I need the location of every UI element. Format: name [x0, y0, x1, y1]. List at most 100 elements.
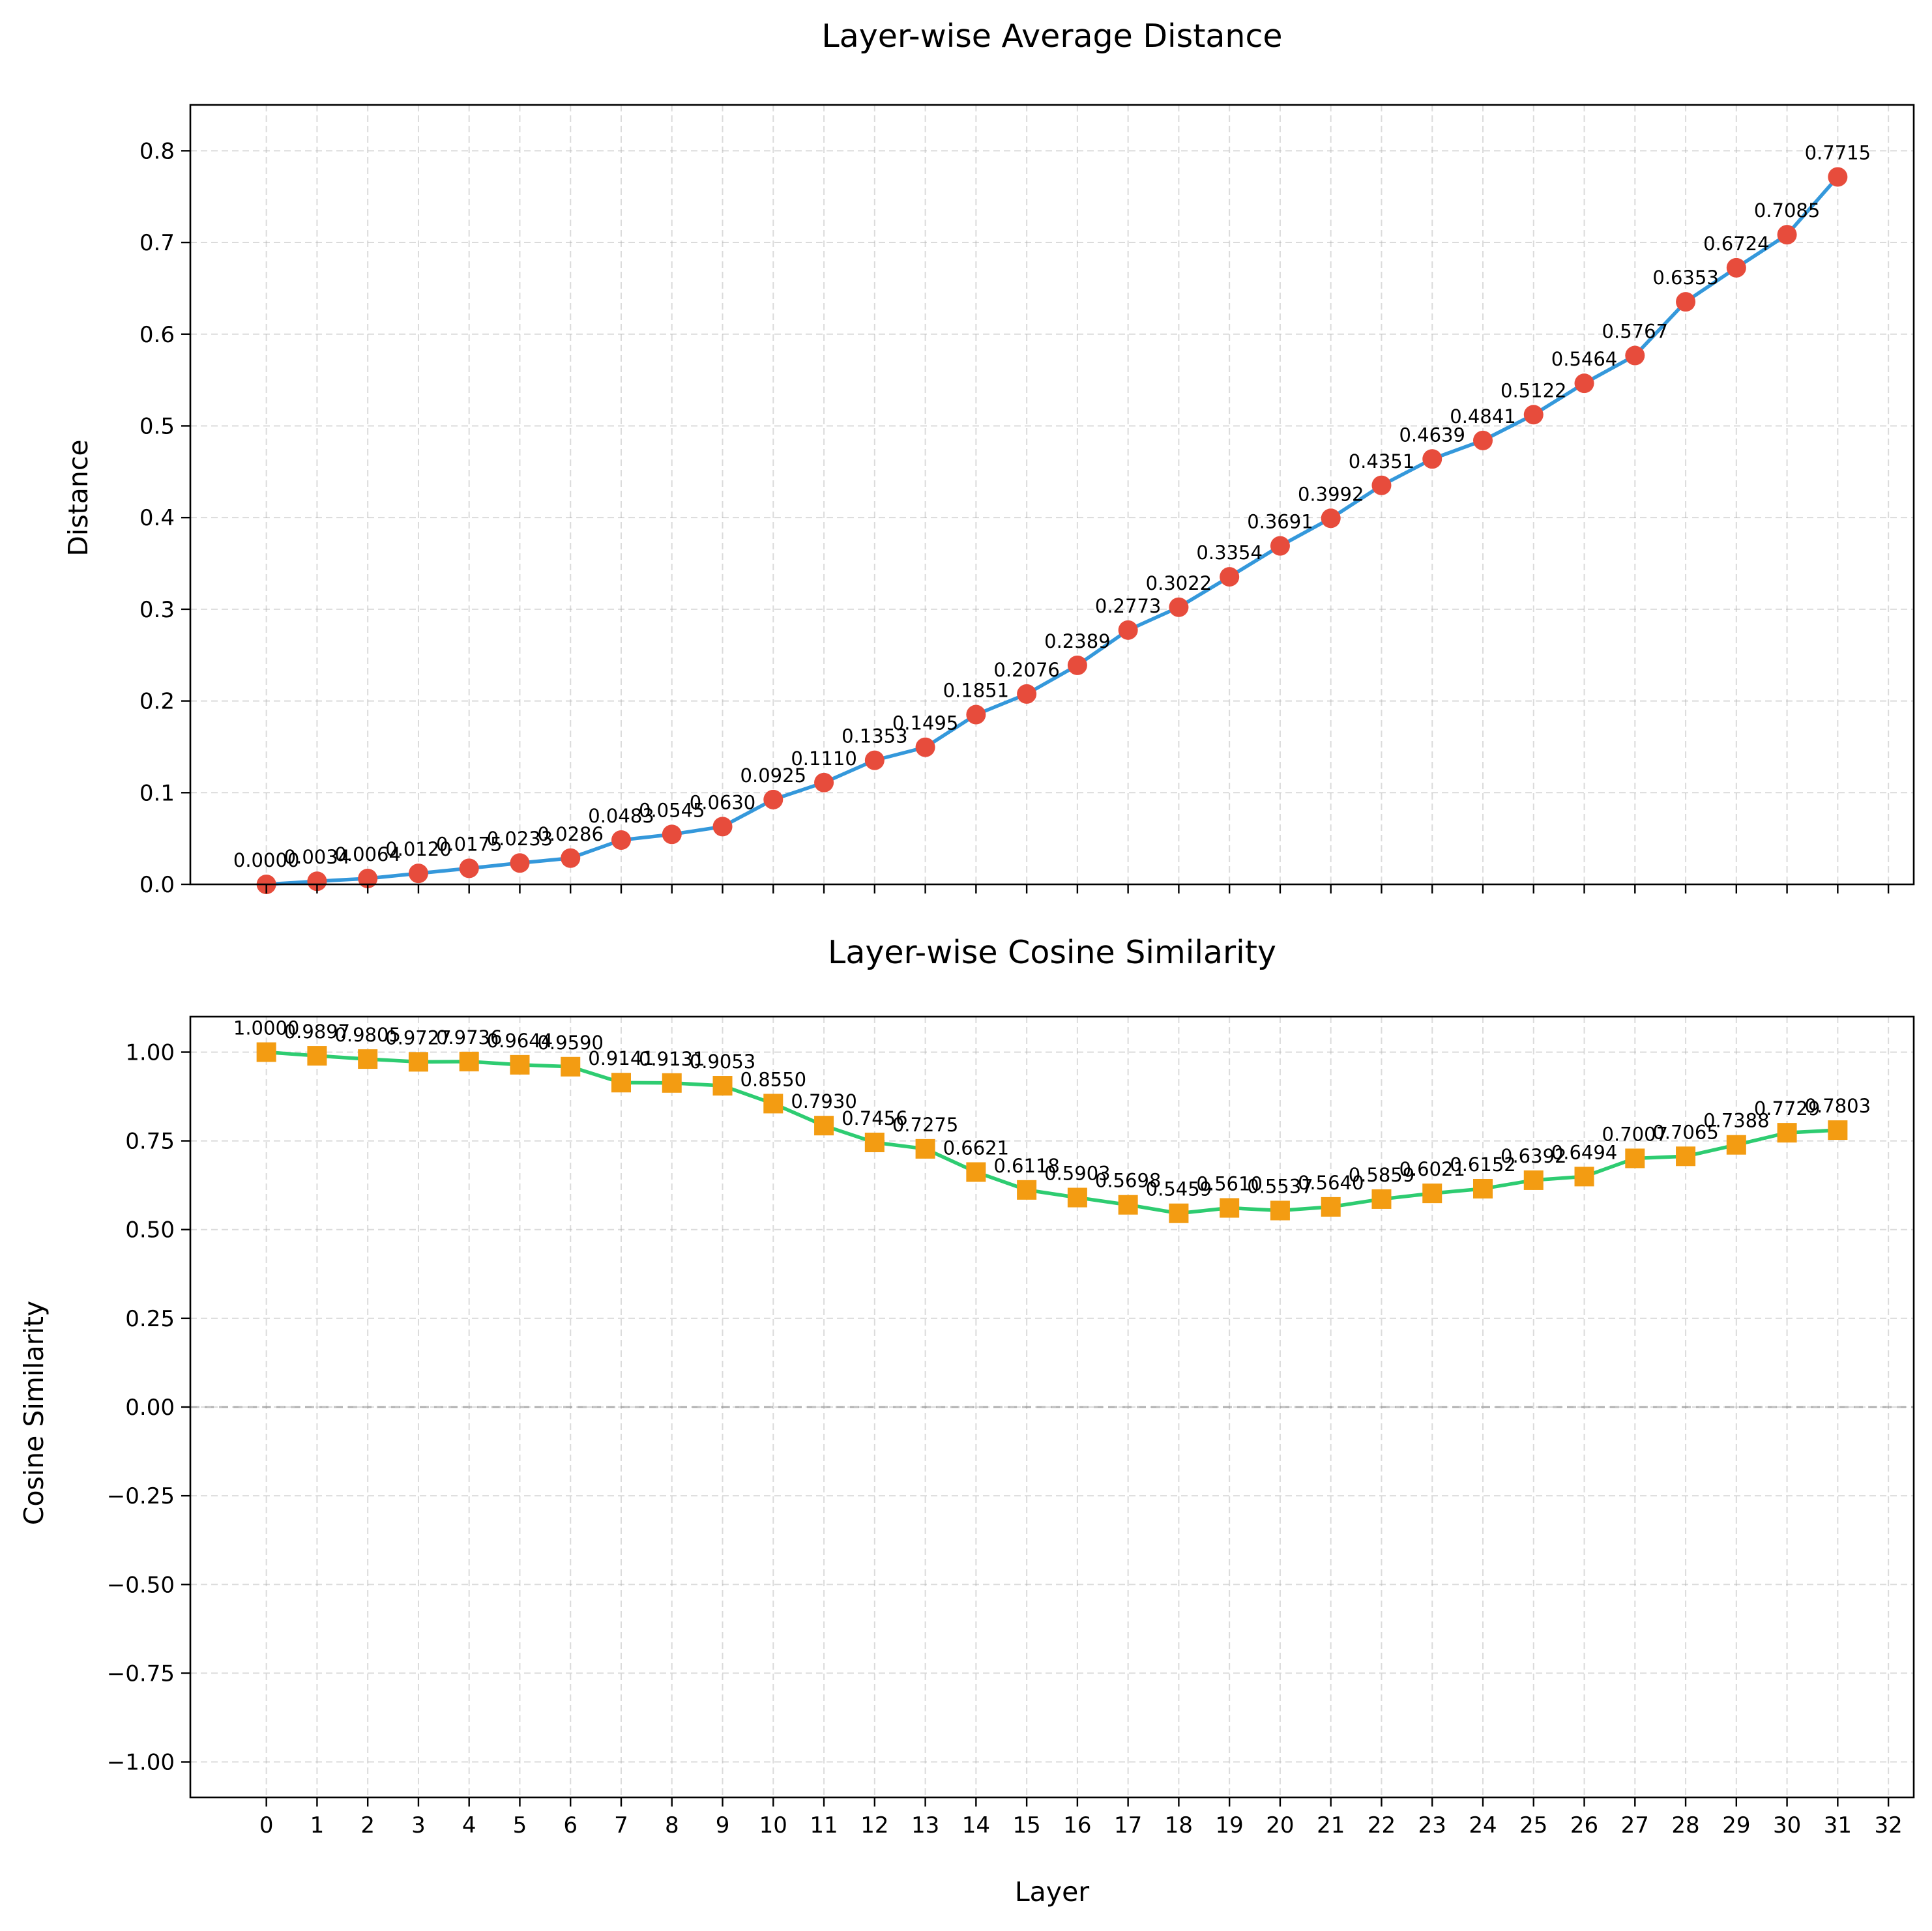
cosine-data-point: [763, 1094, 783, 1114]
cosine-y-axis-label: Cosine Similarity: [18, 1301, 50, 1526]
cosine-panel: Layer-wise Cosine Similarity 1.00000.989…: [18, 934, 1915, 1908]
distance-data-point: [1017, 684, 1037, 704]
x-tick-label: 1: [310, 1812, 325, 1838]
x-tick-label: 30: [1773, 1812, 1801, 1838]
cosine-data-label: 0.7275: [892, 1114, 958, 1136]
distance-series-line: [266, 175, 1839, 886]
cosine-data-point: [307, 1046, 327, 1066]
distance-data-label: 0.0000: [233, 849, 299, 871]
distance-data-point: [1220, 567, 1240, 587]
x-tick-label: 29: [1722, 1812, 1750, 1838]
distance-data-point: [1473, 430, 1493, 450]
distance-data-label: 0.0233: [487, 828, 553, 850]
cosine-data-point: [1371, 1189, 1392, 1209]
y-tick-label: 0.25: [125, 1306, 175, 1332]
distance-data-point: [561, 848, 581, 868]
distance-data-label: 0.5122: [1500, 379, 1566, 401]
cosine-data-point: [864, 1132, 885, 1152]
y-tick-label: 0.6: [139, 322, 175, 348]
distance-data-point: [510, 853, 530, 873]
distance-data-label: 0.0286: [537, 823, 603, 845]
distance-data-point: [966, 704, 986, 725]
y-tick-label: −1.00: [107, 1750, 175, 1776]
cosine-data-point: [408, 1052, 428, 1072]
cosine-data-point: [1321, 1197, 1341, 1217]
cosine-data-label: 0.9736: [436, 1026, 502, 1049]
distance-data-label: 0.1851: [943, 680, 1009, 702]
x-tick-label: 17: [1114, 1812, 1142, 1838]
x-tick-label: 31: [1824, 1812, 1852, 1838]
cosine-data-point: [915, 1139, 935, 1159]
x-tick-label: 20: [1266, 1812, 1294, 1838]
distance-data-label: 0.4639: [1399, 424, 1465, 446]
distance-data-point: [1625, 345, 1645, 366]
distance-data-label: 0.5464: [1551, 348, 1617, 370]
cosine-data-label: 0.9131: [639, 1048, 705, 1070]
x-tick-label: 15: [1012, 1812, 1040, 1838]
distance-data-point: [459, 858, 479, 878]
distance-data-point: [712, 817, 733, 837]
distance-data-label: 0.0034: [284, 846, 350, 868]
distance-data-point: [1523, 405, 1544, 425]
cosine-data-label: 0.6494: [1551, 1141, 1617, 1163]
x-tick-label: 32: [1874, 1812, 1902, 1838]
distance-axes: 0.0 0.1 0.2 0.3 0.4 0.5 0.6 0.7 0.8: [139, 104, 1915, 898]
cosine-data-label: 0.7007: [1602, 1123, 1668, 1145]
y-tick-label: 0.50: [125, 1217, 175, 1243]
x-tick-label: 21: [1317, 1812, 1345, 1838]
cosine-data-point: [1828, 1120, 1848, 1140]
distance-data-label: 0.1353: [842, 725, 907, 748]
cosine-data-point: [1017, 1180, 1037, 1200]
distance-data-label: 0.3354: [1196, 542, 1262, 564]
distance-plot-frame: [189, 104, 1915, 886]
distance-data-label: 0.1495: [892, 712, 958, 734]
distance-data-point: [1676, 292, 1696, 312]
distance-data-point: [1828, 167, 1848, 187]
distance-data-point: [864, 750, 885, 770]
cosine-data-point: [712, 1076, 733, 1096]
distance-chart-title: Layer-wise Average Distance: [821, 18, 1282, 55]
x-tick-label: 0: [259, 1812, 274, 1838]
y-tick-label: −0.25: [107, 1483, 175, 1509]
x-tick-label: 22: [1368, 1812, 1396, 1838]
distance-data-point: [358, 868, 378, 888]
distance-data-label: 0.0175: [436, 833, 502, 855]
cosine-data-label: 0.9805: [334, 1024, 400, 1046]
x-tick-label: 7: [614, 1812, 628, 1838]
cosine-data-point: [1676, 1146, 1696, 1167]
distance-data-label: 0.6724: [1703, 233, 1769, 255]
cosine-data-label: 0.9644: [487, 1030, 553, 1052]
distance-data-label: 0.3691: [1247, 511, 1313, 533]
cosine-data-point: [256, 1042, 276, 1062]
distance-data-label: 0.0545: [639, 799, 705, 821]
y-tick-label: 0.7: [139, 230, 175, 256]
cosine-data-label: 0.9141: [588, 1047, 654, 1069]
cosine-data-point: [1169, 1203, 1189, 1223]
cosine-data-label: 0.5459: [1146, 1178, 1212, 1200]
x-tick-label: 9: [716, 1812, 730, 1838]
x-tick-label: 11: [810, 1812, 838, 1838]
cosine-data-point: [1067, 1187, 1087, 1208]
distance-data-label: 0.3992: [1298, 483, 1364, 505]
cosine-data-label: 0.5640: [1298, 1172, 1364, 1194]
distance-data-label: 0.0483: [588, 805, 654, 827]
y-tick-label: −0.75: [107, 1661, 175, 1687]
cosine-data-label: 1.0000: [233, 1017, 299, 1039]
distance-data-label: 0.7085: [1754, 199, 1820, 222]
distance-data-point: [763, 789, 783, 809]
x-tick-label: 18: [1165, 1812, 1193, 1838]
x-axis-label: Layer: [1015, 1876, 1089, 1908]
x-tick-label: 13: [911, 1812, 939, 1838]
cosine-data-point: [1270, 1200, 1290, 1221]
cosine-chart-title: Layer-wise Cosine Similarity: [828, 934, 1276, 971]
cosine-data-point: [1777, 1123, 1797, 1143]
distance-data-label: 0.0630: [690, 791, 755, 813]
cosine-data-label: 0.5610: [1196, 1173, 1262, 1195]
distance-data-point: [1726, 257, 1746, 278]
x-tick-label: 24: [1469, 1812, 1497, 1838]
distance-data-label: 0.3022: [1146, 572, 1212, 594]
cosine-data-label: 0.8550: [740, 1068, 806, 1090]
cosine-data-label: 0.5859: [1349, 1164, 1414, 1186]
y-tick-label: 0.4: [139, 505, 175, 531]
cosine-data-point: [814, 1116, 834, 1136]
